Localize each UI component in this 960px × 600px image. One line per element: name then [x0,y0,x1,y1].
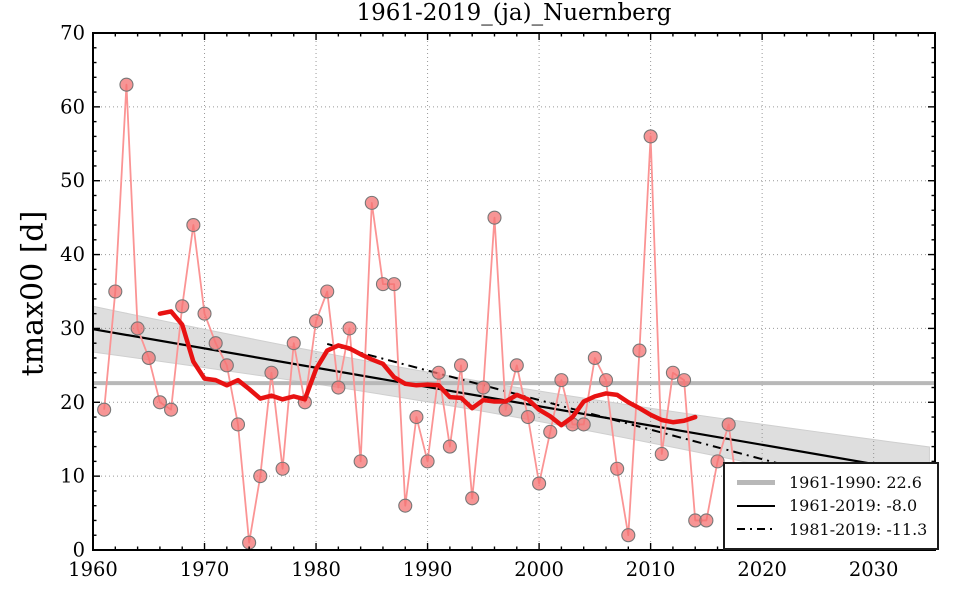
data-point [487,210,502,225]
data-point [119,77,134,92]
x-tick-labels: 1960 1970 1980 1990 2000 2010 2020 2030 [68,558,898,581]
data-point [610,461,625,476]
smoothed-series-line [157,309,698,428]
y-axis-label: tmax00 [d] [15,210,51,377]
x-tick-label: 1970 [180,558,230,581]
annual-series-line [103,83,745,544]
y-tick-label: 40 [60,243,85,266]
data-point [554,373,569,388]
data-point [175,299,190,314]
data-point [308,313,324,329]
chart-title: 1961-2019_(ja)_Nuernberg [356,0,672,26]
data-point [442,439,457,454]
data-point [699,513,714,528]
y-tick-label: 10 [60,465,85,488]
data-point [532,476,547,491]
y-tick-label: 0 [73,539,85,562]
data-point [141,350,156,366]
data-point [498,402,513,417]
data-point [208,336,223,351]
legend-thick-gray-line-sample [737,480,775,486]
data-point [543,424,558,439]
data-point [387,277,402,292]
y-tick-label: 50 [60,169,85,192]
legend-entry-mean: 1961-1990: 22.6 [737,471,927,494]
data-point [587,350,602,366]
data-point [677,373,692,388]
x-tick-label: 2010 [626,558,676,581]
data-point [598,373,614,388]
y-tick-label: 30 [60,317,85,340]
x-tick-label: 1980 [291,558,341,581]
data-point [152,395,167,410]
legend-box: 1961-1990: 22.6 1961-2019: -8.0 1981-201… [723,462,939,550]
data-point [186,217,201,233]
y-tick-labels: 0 10 20 30 40 50 60 70 [60,22,85,562]
data-point [710,454,725,469]
data-point [97,402,112,417]
annual-series-markers [97,77,736,550]
data-point [130,321,145,336]
plot-spines [92,32,936,551]
data-point [398,498,413,513]
data-point [420,454,435,469]
legend-label-trend-recent: 1981-2019: -11.3 [789,519,928,539]
x-tick-label: 2030 [849,558,899,581]
data-point [164,402,179,417]
data-point [509,358,524,373]
data-point [286,336,301,351]
data-point [476,380,491,395]
data-point [465,491,480,506]
data-point [643,129,658,144]
x-tick-label: 2000 [514,558,564,581]
data-point [721,417,736,432]
data-point [409,410,424,425]
data-point [621,528,636,543]
data-point [353,454,368,469]
data-point [654,446,669,462]
data-point [342,321,357,336]
legend-label-mean: 1961-1990: 22.6 [789,473,922,493]
y-tick-label: 60 [60,95,85,118]
data-point [632,343,647,358]
legend-solid-line-sample [737,504,775,507]
legend-entry-trend-recent: 1981-2019: -11.3 [737,518,927,541]
data-point [364,195,379,210]
data-point [275,461,290,476]
data-point [197,306,212,321]
legend-entry-trend-full: 1961-2019: -8.0 [737,494,927,517]
legend-label-trend-full: 1961-2019: -8.0 [789,496,918,516]
data-point [576,417,591,432]
data-point [320,284,335,299]
x-tick-label: 1990 [403,558,453,581]
data-point [230,417,246,432]
x-tick-label: 1960 [68,558,118,581]
data-point [219,358,234,373]
data-point [331,380,346,395]
data-point [520,410,535,425]
data-point [431,365,446,380]
data-point [264,365,279,380]
legend-dashdot-line-sample [737,528,775,531]
data-point [108,284,123,299]
data-point [665,365,680,380]
x-tick-label: 2020 [737,558,787,581]
y-tick-label: 20 [60,391,85,414]
data-point [453,358,469,373]
y-tick-label: 70 [60,22,85,45]
trend-line-1961-2019 [92,328,936,476]
data-point [253,469,268,484]
